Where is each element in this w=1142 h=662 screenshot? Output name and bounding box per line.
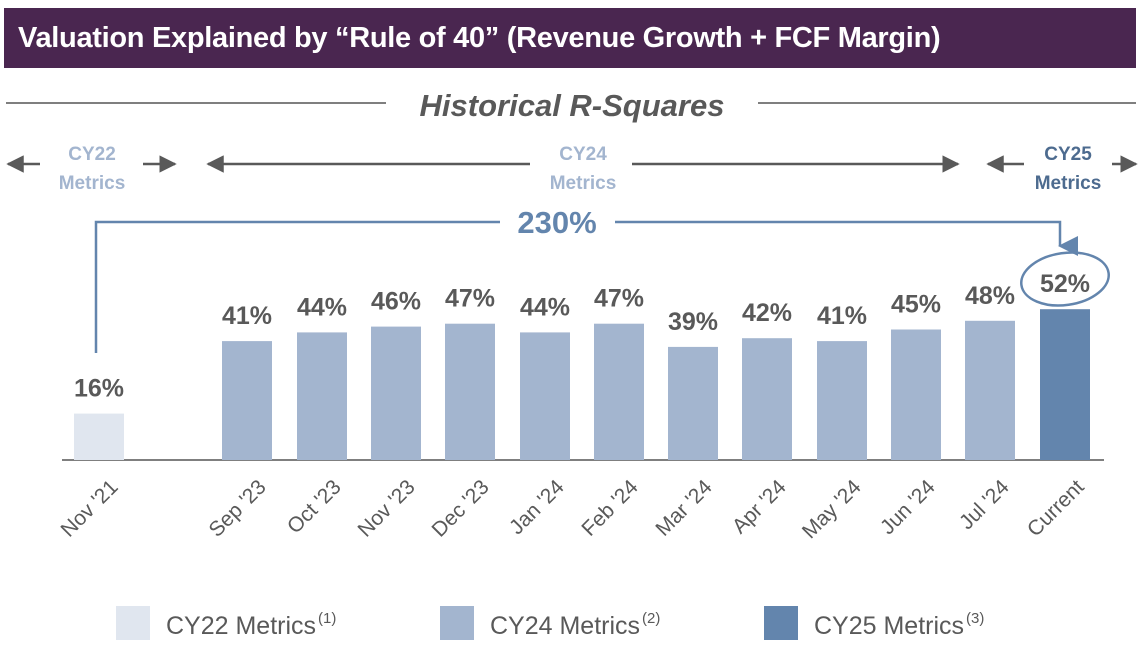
cy25-group-label-metrics: Metrics [1035, 173, 1102, 194]
tick-label-8: Apr '24 [728, 475, 791, 538]
legend: CY22 Metrics (1) CY24 Metrics (2) CY25 Metri… [116, 606, 984, 640]
cy24-group-label-year: CY24 [559, 144, 607, 165]
bar-7 [668, 346, 718, 460]
change-connector-left [94, 220, 500, 353]
bar-10 [891, 329, 941, 460]
legend-footnote-cy22: (1) [318, 610, 336, 627]
tick-label-12: Current [1023, 475, 1089, 541]
value-label-11: 48% [965, 282, 1015, 310]
tick-label-6: Feb '24 [577, 475, 643, 541]
bar-12 [1040, 309, 1090, 460]
tick-label-0: Nov '21 [57, 475, 123, 541]
cy24-group-label-metrics: Metrics [550, 173, 617, 194]
tick-label-5: Jan '24 [505, 475, 569, 539]
change-label: 230% [517, 205, 596, 240]
legend-swatch-cy22 [116, 606, 150, 640]
tick-label-10: Jun '24 [876, 475, 940, 539]
bar-2 [297, 332, 347, 460]
current-highlight-circle [1020, 251, 1110, 307]
legend-label-cy24: CY24 Metrics [490, 612, 640, 640]
value-label-7: 39% [668, 308, 718, 336]
cy25-group-label-year: CY25 [1044, 144, 1092, 165]
tick-label-7: Mar '24 [651, 475, 717, 541]
legend-label-cy25: CY25 Metrics [814, 612, 964, 640]
bar-3 [371, 326, 421, 460]
legend-label-cy22: CY22 Metrics [166, 612, 316, 640]
cy22-group-label-metrics: Metrics [59, 173, 126, 194]
value-label-0: 16% [74, 375, 124, 403]
bar-5 [520, 332, 570, 460]
legend-footnote-cy24: (2) [642, 610, 660, 627]
bar-9 [817, 341, 867, 460]
bar-11 [965, 320, 1015, 460]
value-label-12: 52% [1040, 270, 1090, 298]
value-label-10: 45% [891, 291, 941, 319]
bar-4 [445, 323, 495, 460]
bars-group [74, 309, 1090, 460]
bar-1 [222, 341, 272, 460]
bar-6 [594, 323, 644, 460]
change-connector-right [615, 220, 1078, 256]
legend-footnote-cy25: (3) [966, 610, 984, 627]
page-title: Valuation Explained by “Rule of 40” (Rev… [18, 22, 941, 54]
value-label-8: 42% [742, 299, 792, 327]
value-labels-group: 16% 41% 44% 46% 47% 44% 47% 39% 42% 41% 45% 48% 52% [74, 270, 1090, 402]
tick-label-1: Sep '23 [205, 475, 271, 541]
legend-swatch-cy24 [440, 606, 474, 640]
bar-0 [74, 413, 124, 460]
value-label-6: 47% [594, 285, 644, 313]
bar-8 [742, 338, 792, 460]
value-label-5: 44% [520, 293, 570, 321]
value-label-9: 41% [817, 302, 867, 330]
tick-label-4: Dec '23 [428, 475, 494, 541]
tick-label-9: May '24 [798, 475, 866, 543]
value-label-3: 46% [371, 288, 421, 316]
value-label-2: 44% [297, 293, 347, 321]
legend-swatch-cy25 [764, 606, 798, 640]
value-label-1: 41% [222, 302, 272, 330]
section-title: Historical R-Squares [420, 88, 725, 123]
value-label-4: 47% [445, 285, 495, 313]
tick-labels-group: Nov '21 Sep '23 Oct '23 Nov '23 Dec '23 Jan '… [57, 475, 1089, 543]
tick-label-3: Nov '23 [354, 475, 420, 541]
title-banner: Valuation Explained by “Rule of 40” (Rev… [4, 8, 1136, 68]
tick-label-2: Oct '23 [283, 475, 346, 538]
cy22-group-label-year: CY22 [68, 144, 116, 165]
tick-label-11: Jul '24 [955, 475, 1014, 534]
